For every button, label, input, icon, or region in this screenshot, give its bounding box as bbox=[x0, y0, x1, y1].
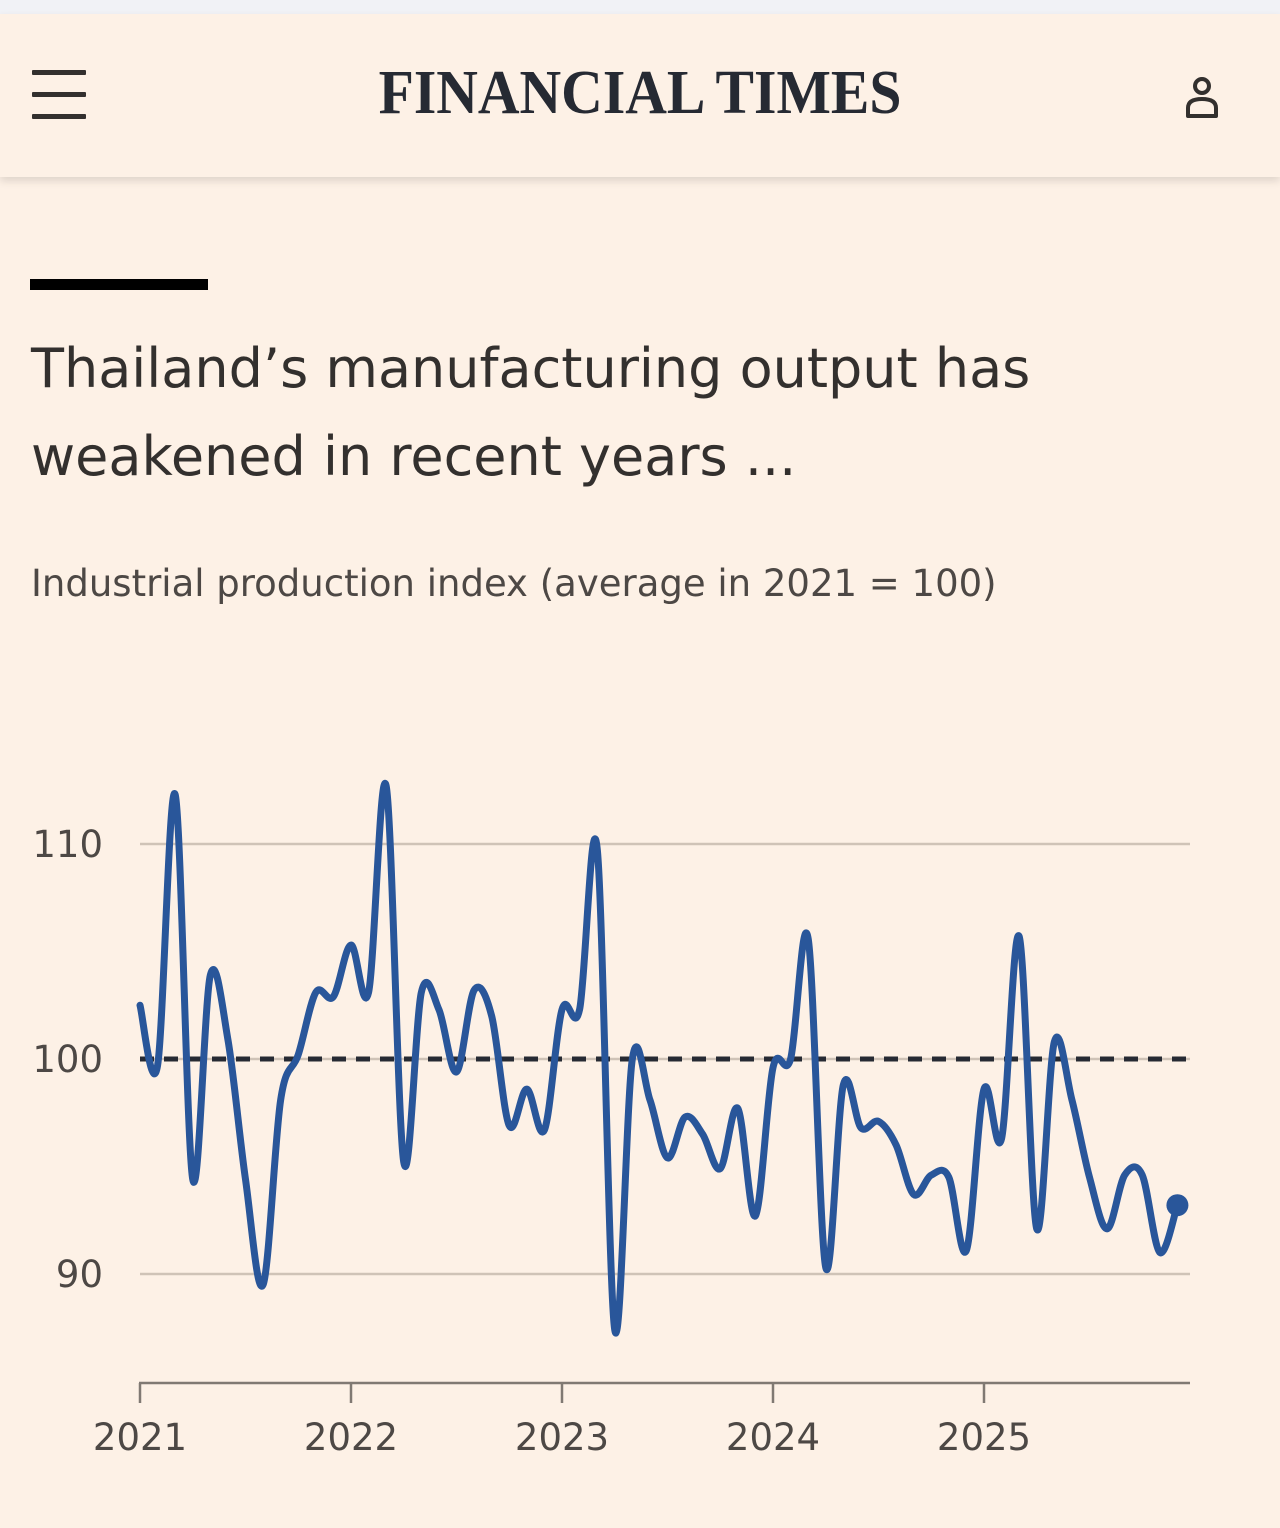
x-tick-label: 2023 bbox=[515, 1416, 609, 1459]
site-header: FINANCIAL TIMES bbox=[0, 14, 1280, 177]
last-data-point bbox=[1166, 1194, 1189, 1217]
x-tick-label: 2025 bbox=[937, 1416, 1031, 1459]
y-tick-label: 110 bbox=[32, 823, 103, 866]
x-tick-label: 2021 bbox=[93, 1416, 187, 1459]
x-tick-label: 2024 bbox=[726, 1416, 820, 1459]
user-icon[interactable] bbox=[1180, 72, 1224, 122]
series-line bbox=[136, 779, 1181, 1337]
chart-title: Thailand’s manufacturing output has weak… bbox=[31, 337, 1031, 488]
browser-top-strip bbox=[0, 0, 1280, 14]
y-tick-label: 90 bbox=[56, 1253, 103, 1296]
topper-bar bbox=[30, 279, 208, 290]
line-chart: 90 100 110 2021 2022 2023 2024 2025 bbox=[32, 779, 1190, 1459]
y-tick-label: 100 bbox=[32, 1038, 103, 1081]
x-tick-label: 2022 bbox=[304, 1416, 398, 1459]
chart-subtitle: Industrial production index (average in … bbox=[31, 562, 997, 605]
hamburger-menu-icon[interactable] bbox=[32, 70, 88, 120]
ft-logo[interactable]: FINANCIAL TIMES bbox=[378, 59, 902, 127]
